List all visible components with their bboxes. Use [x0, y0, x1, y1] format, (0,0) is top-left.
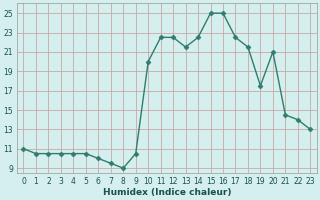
X-axis label: Humidex (Indice chaleur): Humidex (Indice chaleur)	[103, 188, 231, 197]
